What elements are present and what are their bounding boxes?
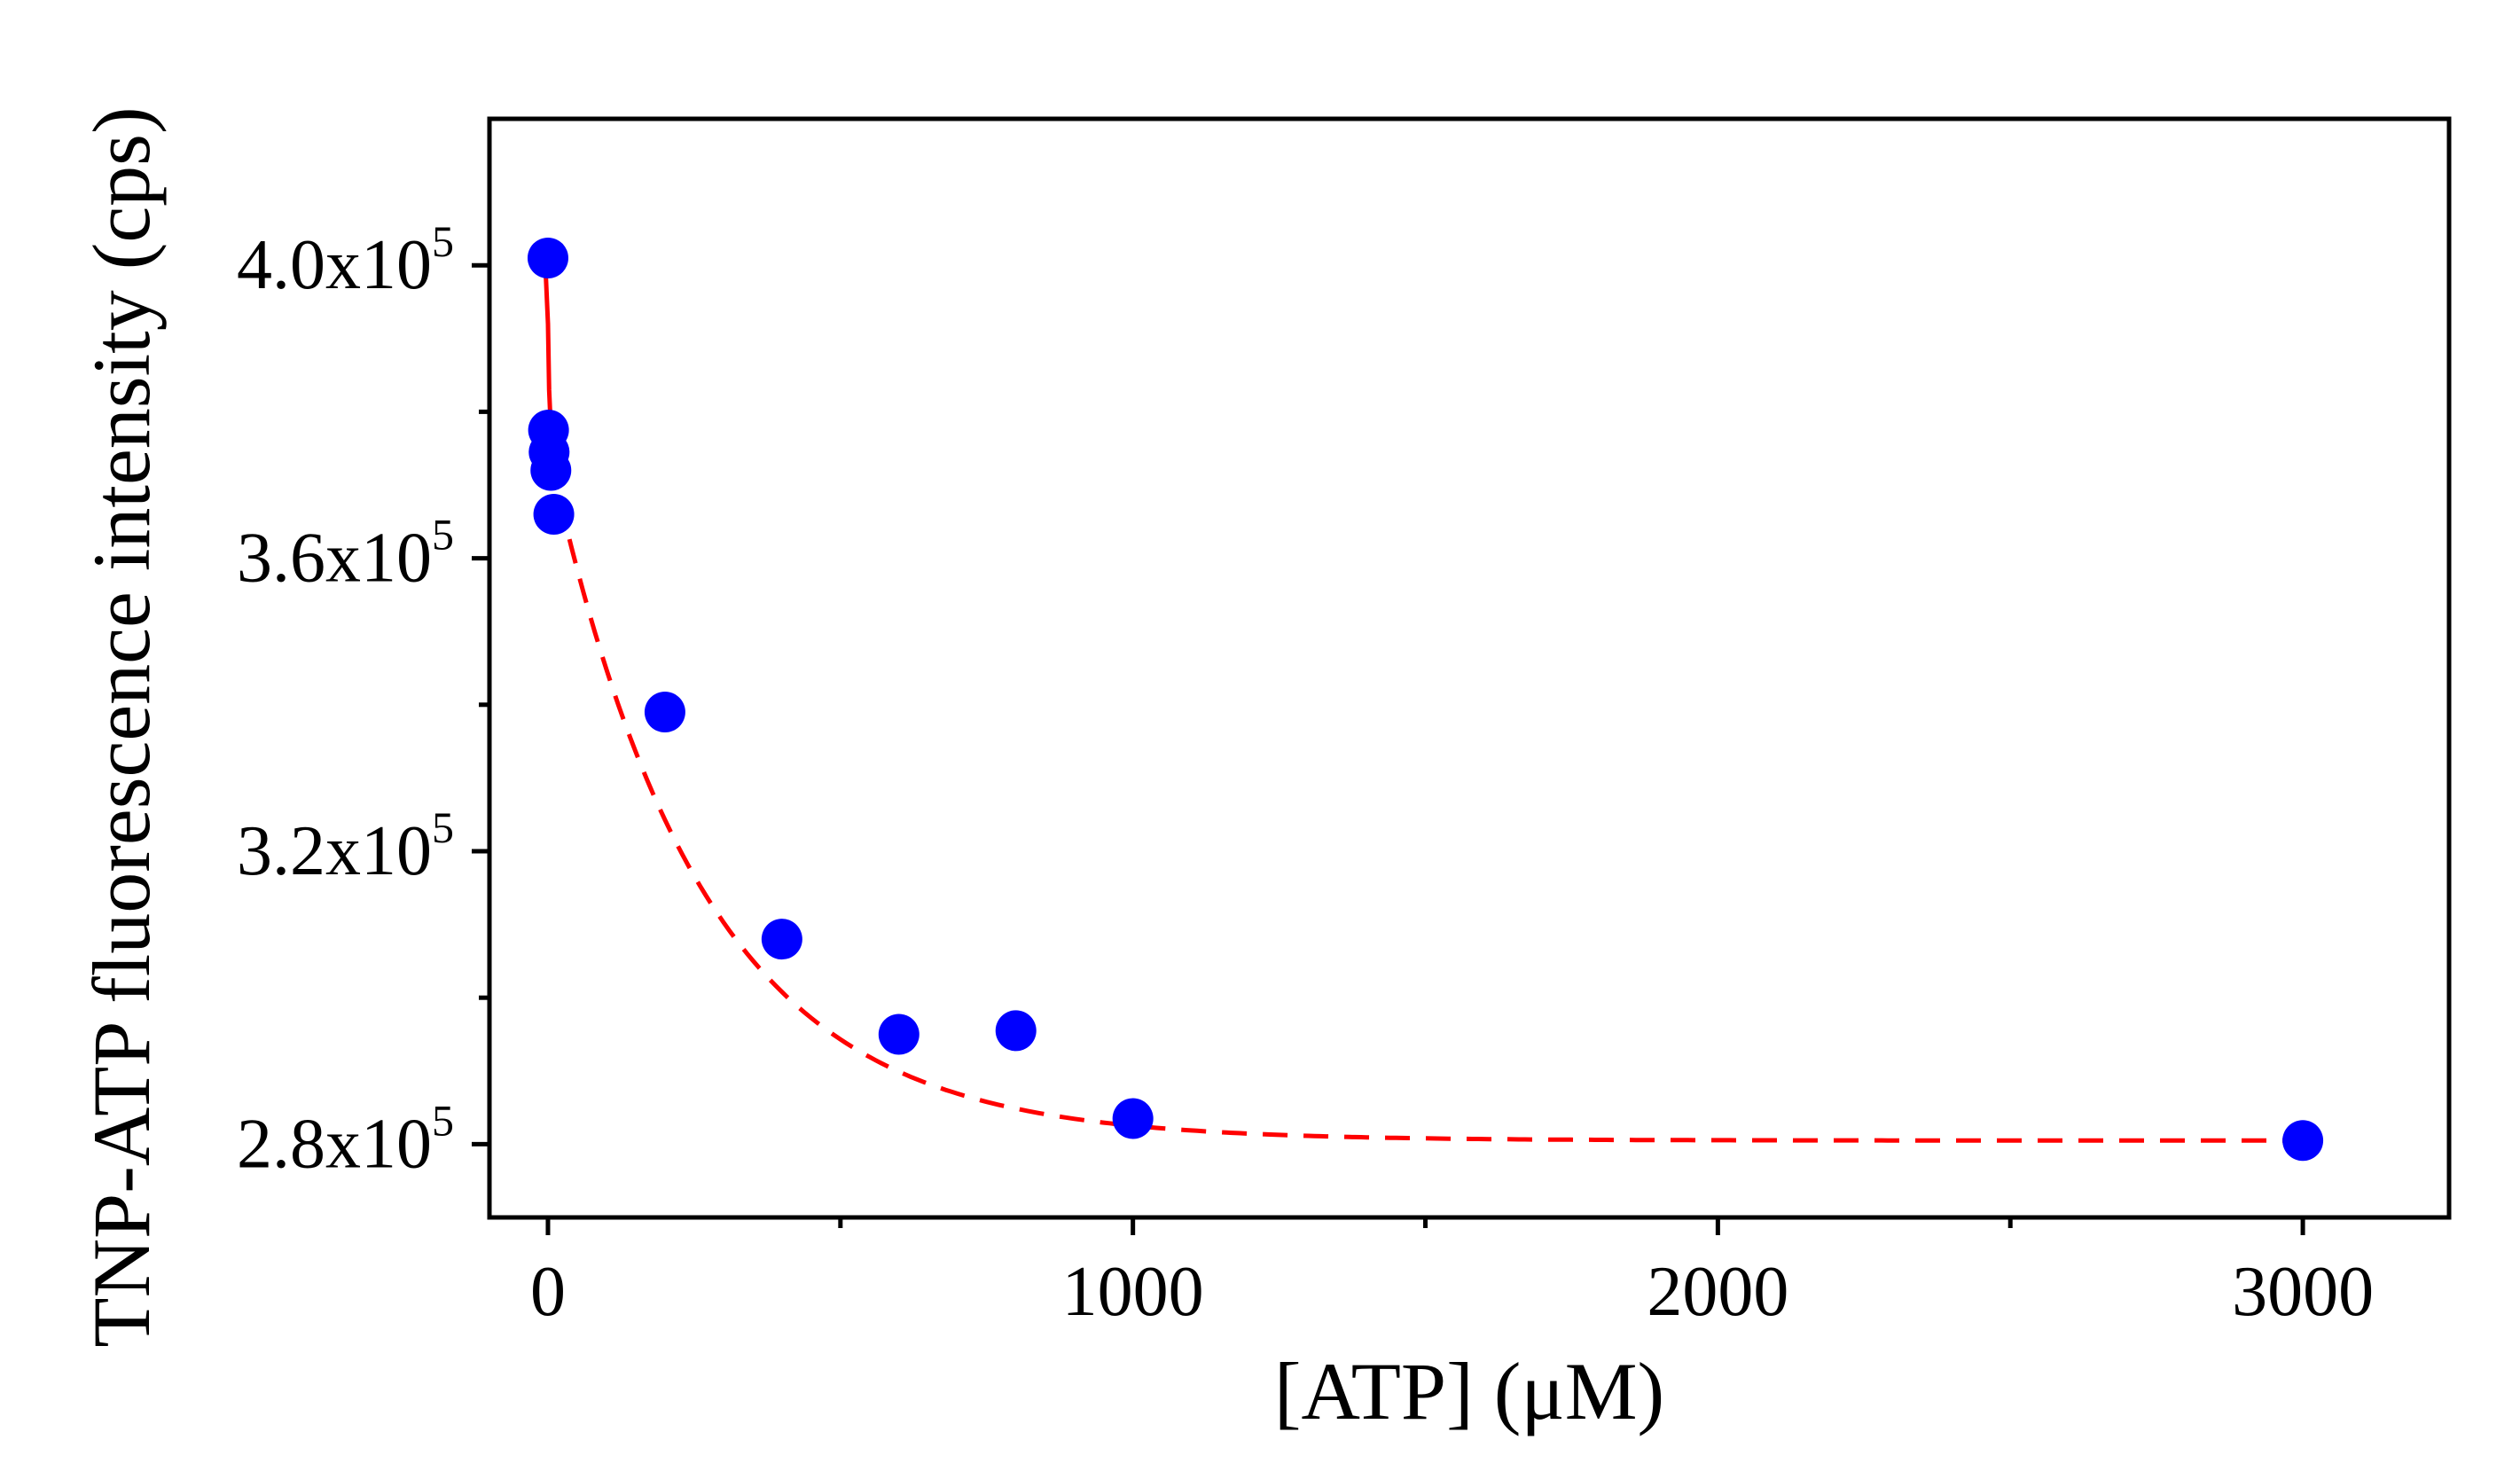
x-tick-label: 1000 (1062, 1253, 1204, 1331)
y-axis-title: TNP-ATP fluorescence intensity (cps) (76, 106, 167, 1347)
data-point (530, 450, 572, 491)
data-points (527, 237, 2324, 1162)
data-point (878, 1013, 920, 1055)
y-tick-label: 4.0x105 (237, 216, 454, 304)
data-point (1112, 1098, 1154, 1139)
plot-frame (487, 116, 2452, 1220)
data-point (995, 1010, 1037, 1052)
data-point (2282, 1120, 2324, 1162)
x-tick-label: 3000 (2232, 1253, 2374, 1331)
axis-ticks (472, 262, 2305, 1235)
y-tick-label: 3.6x105 (237, 510, 454, 598)
y-tick-label: 2.8x105 (237, 1095, 454, 1183)
x-axis-title: [ATP] (μM) (1274, 1346, 1664, 1436)
axis-tick-labels: 0 1000 2000 3000 2.8x105 3.2x105 3.6x105 4.0x10… (237, 216, 2374, 1331)
plot-area-border (487, 116, 2452, 1220)
fit-curve (543, 257, 2304, 1143)
x-tick-label: 0 (530, 1253, 566, 1331)
data-point (527, 237, 568, 278)
x-tick-label: 2000 (1647, 1253, 1788, 1331)
data-point (761, 919, 802, 960)
data-point (533, 494, 575, 536)
fit-curve-dashed (557, 498, 2304, 1143)
y-tick-label: 3.2x105 (237, 802, 454, 890)
data-point (644, 692, 685, 733)
